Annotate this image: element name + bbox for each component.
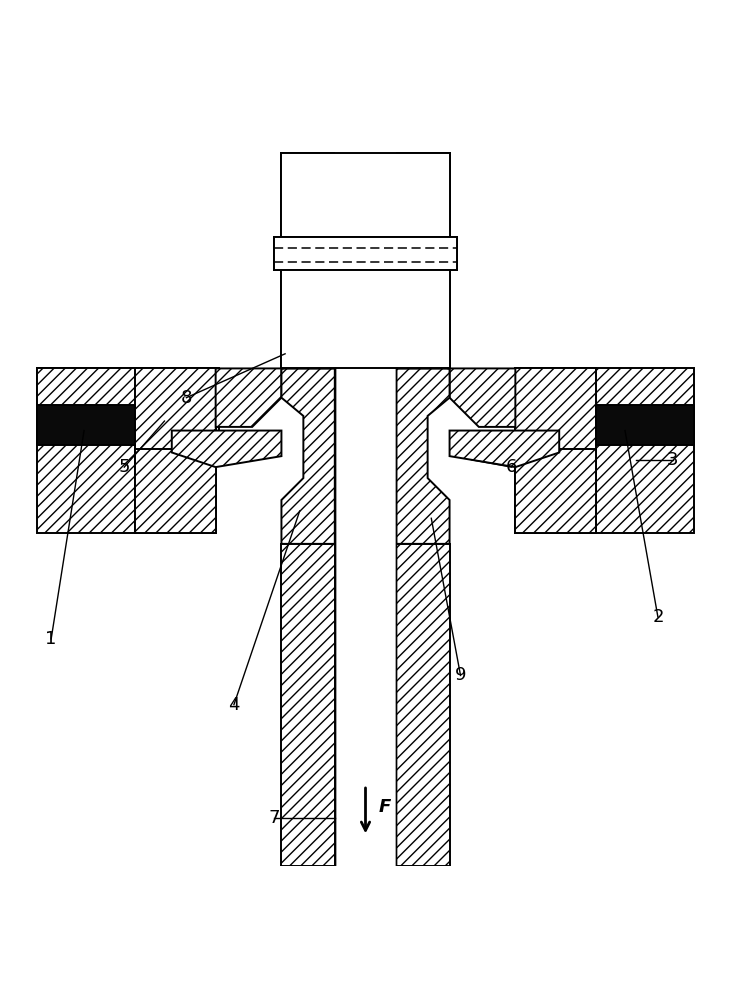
Text: 5: 5	[118, 458, 130, 476]
Polygon shape	[450, 368, 515, 427]
Bar	[281, 153, 450, 237]
Polygon shape	[216, 368, 281, 427]
Polygon shape	[37, 368, 216, 533]
Polygon shape	[396, 368, 450, 544]
Polygon shape	[396, 325, 450, 368]
Polygon shape	[37, 368, 219, 434]
Bar	[274, 237, 457, 270]
Text: 6: 6	[506, 458, 518, 476]
Bar	[281, 153, 450, 237]
Bar	[281, 270, 450, 368]
Bar	[281, 153, 450, 368]
Polygon shape	[135, 368, 216, 533]
Text: 2: 2	[652, 608, 664, 626]
Polygon shape	[450, 431, 559, 467]
Bar	[596, 405, 694, 445]
Text: 9: 9	[455, 666, 466, 684]
Bar	[335, 135, 396, 865]
Polygon shape	[281, 368, 335, 544]
Text: 3: 3	[667, 451, 678, 469]
Polygon shape	[281, 544, 335, 865]
Text: F: F	[379, 798, 391, 816]
Polygon shape	[515, 449, 596, 533]
Polygon shape	[515, 368, 694, 533]
Text: 8: 8	[181, 389, 192, 407]
Polygon shape	[172, 431, 281, 467]
Text: 4: 4	[228, 696, 240, 714]
Bar	[274, 237, 457, 270]
Polygon shape	[396, 544, 450, 865]
Polygon shape	[135, 449, 216, 533]
Bar	[37, 405, 135, 445]
Bar	[281, 270, 450, 368]
Text: 1: 1	[45, 630, 57, 648]
Text: 7: 7	[268, 809, 280, 827]
Polygon shape	[281, 325, 335, 368]
Polygon shape	[515, 368, 596, 533]
